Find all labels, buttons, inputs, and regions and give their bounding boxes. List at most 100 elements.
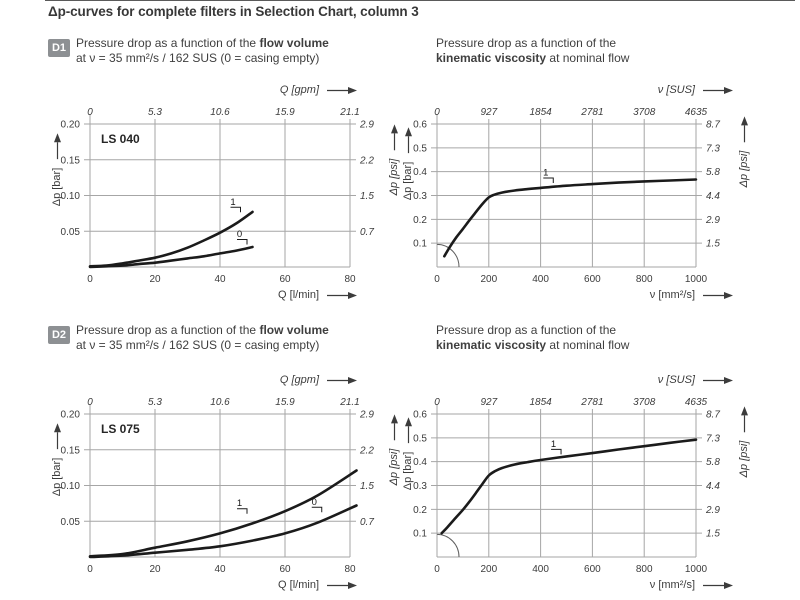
svg-text:0.6: 0.6 — [413, 120, 427, 131]
svg-text:600: 600 — [584, 564, 601, 575]
svg-text:5.8: 5.8 — [706, 167, 720, 178]
axis-label-text: ν [SUS] — [657, 84, 695, 96]
d2-visc-heading-line2: kinematic viscosity at nominal flow — [436, 338, 629, 353]
svg-text:0.3: 0.3 — [413, 191, 427, 202]
svg-text:0.15: 0.15 — [61, 155, 81, 166]
svg-text:0.2: 0.2 — [413, 505, 427, 516]
svg-text:0.7: 0.7 — [360, 517, 374, 528]
right-arrow-icon — [703, 376, 733, 384]
axis-label-q-gpm-d2: Q [gpm] — [280, 374, 357, 386]
axis-label-text: ν [mm²/s] — [649, 289, 695, 301]
svg-text:5.3: 5.3 — [148, 397, 162, 408]
svg-text:0.2: 0.2 — [413, 215, 427, 226]
svg-text:8.7: 8.7 — [706, 410, 720, 421]
svg-text:2.9: 2.9 — [359, 120, 374, 131]
axis-label-dp-psi-d2-visc: Δp [psi] — [738, 406, 750, 477]
svg-text:0.20: 0.20 — [61, 120, 81, 131]
svg-text:400: 400 — [532, 274, 549, 285]
right-arrow-icon — [327, 581, 357, 589]
svg-text:1.5: 1.5 — [360, 481, 374, 492]
svg-text:400: 400 — [532, 564, 549, 575]
axis-label-q-lmin-d1: Q [l/min] — [278, 289, 357, 301]
svg-text:8.7: 8.7 — [706, 120, 720, 131]
svg-text:15.9: 15.9 — [275, 107, 295, 118]
axis-label-text: Δp [bar] — [402, 161, 414, 201]
svg-text:LS 075: LS 075 — [101, 422, 140, 436]
svg-text:0.05: 0.05 — [61, 227, 81, 238]
d2-visc-heading-normal: at nominal flow — [546, 338, 630, 352]
svg-text:LS 040: LS 040 — [101, 132, 140, 146]
chart-ls075-viscosity: 0 200 400 600 800 1000 0 927 1854 2781 3708 4635 0.6… — [405, 388, 735, 584]
svg-text:5.8: 5.8 — [706, 457, 720, 468]
axis-label-text: Q [l/min] — [278, 579, 319, 591]
svg-text:0: 0 — [434, 397, 440, 408]
chart-ls075-viscosity-canvas: 0 200 400 600 800 1000 0 927 1854 2781 3708 4635 0.6… — [413, 397, 720, 575]
axis-label-text: Q [l/min] — [278, 289, 319, 301]
svg-text:60: 60 — [279, 564, 291, 575]
d2-visc-heading-line1: Pressure drop as a function of the — [436, 323, 617, 337]
axis-label-text: Δp [psi] — [388, 158, 400, 196]
axis-label-dp-bar-d2-visc: Δp [bar] — [402, 417, 414, 491]
d2-flow-heading: Pressure drop as a function of the flow … — [76, 323, 329, 353]
d1-flow-heading-bold: flow volume — [259, 36, 329, 50]
svg-text:0.10: 0.10 — [61, 481, 81, 492]
up-arrow-icon — [740, 406, 748, 433]
d2-flow-heading-line2: at ν = 35 mm²/s / 162 SUS (0 = casing em… — [76, 338, 320, 352]
up-arrow-icon — [390, 414, 398, 441]
svg-text:3708: 3708 — [633, 397, 656, 408]
svg-text:0.6: 0.6 — [413, 410, 427, 421]
right-arrow-icon — [703, 581, 733, 589]
svg-text:800: 800 — [636, 564, 653, 575]
d1-visc-heading-line2: kinematic viscosity at nominal flow — [436, 51, 629, 66]
svg-text:4.4: 4.4 — [706, 481, 720, 492]
svg-text:40: 40 — [214, 274, 226, 285]
page-title: Δp-curves for complete filters in Select… — [48, 4, 419, 19]
chart-ls075-flow-canvas: 0 20 40 60 80 0 5.3 10.6 15.9 21.1 0.20 2.9 0.15 2.2 0… — [61, 397, 375, 575]
svg-text:4635: 4635 — [685, 107, 708, 118]
axis-label-text: Q [gpm] — [279, 84, 319, 96]
d2-flow-heading-normal: Pressure drop as a function of the — [76, 323, 260, 337]
svg-text:2.9: 2.9 — [359, 410, 374, 421]
right-arrow-icon — [327, 376, 357, 384]
d2-flow-heading-line1: Pressure drop as a function of the flow … — [76, 323, 329, 338]
axis-label-q-gpm-d1: Q [gpm] — [280, 84, 357, 96]
d1-visc-heading-line1: Pressure drop as a function of the — [436, 36, 617, 50]
svg-text:200: 200 — [480, 274, 497, 285]
svg-text:80: 80 — [344, 564, 356, 575]
svg-text:21.1: 21.1 — [339, 107, 359, 118]
up-arrow-icon — [53, 423, 61, 450]
axis-label-v-mms-d1: ν [mm²/s] — [650, 289, 733, 301]
axis-label-text: ν [mm²/s] — [649, 579, 695, 591]
svg-text:0.1: 0.1 — [413, 239, 427, 250]
svg-text:10.6: 10.6 — [210, 397, 230, 408]
right-arrow-icon — [703, 86, 733, 94]
svg-text:927: 927 — [480, 397, 497, 408]
chart-ls040-viscosity-canvas: 0 200 400 600 800 1000 0 927 1854 2781 3708 4635 0.6… — [413, 107, 720, 285]
up-arrow-icon — [404, 127, 412, 154]
axis-label-text: Δp [bar] — [402, 451, 414, 491]
svg-text:1000: 1000 — [685, 274, 708, 285]
svg-text:2.9: 2.9 — [705, 505, 720, 516]
svg-text:600: 600 — [584, 274, 601, 285]
svg-text:0.15: 0.15 — [61, 445, 81, 456]
svg-text:2.2: 2.2 — [359, 445, 374, 456]
d1-visc-heading: Pressure drop as a function of the kinem… — [436, 36, 629, 66]
svg-text:20: 20 — [149, 274, 161, 285]
svg-text:1854: 1854 — [529, 397, 552, 408]
d2-visc-heading-bold: kinematic viscosity — [436, 338, 547, 352]
svg-text:0.1: 0.1 — [413, 529, 427, 540]
svg-text:1: 1 — [230, 197, 235, 208]
svg-text:1.5: 1.5 — [706, 239, 720, 250]
svg-text:0.5: 0.5 — [413, 433, 427, 444]
right-arrow-icon — [327, 86, 357, 94]
svg-text:4.4: 4.4 — [706, 191, 720, 202]
svg-text:0: 0 — [87, 564, 93, 575]
svg-text:0.3: 0.3 — [413, 481, 427, 492]
svg-text:60: 60 — [279, 274, 291, 285]
svg-text:15.9: 15.9 — [275, 397, 295, 408]
svg-text:0.7: 0.7 — [360, 227, 374, 238]
svg-text:2781: 2781 — [580, 397, 603, 408]
axis-label-v-sus-d1: ν [SUS] — [658, 84, 733, 96]
svg-text:0: 0 — [87, 274, 93, 285]
